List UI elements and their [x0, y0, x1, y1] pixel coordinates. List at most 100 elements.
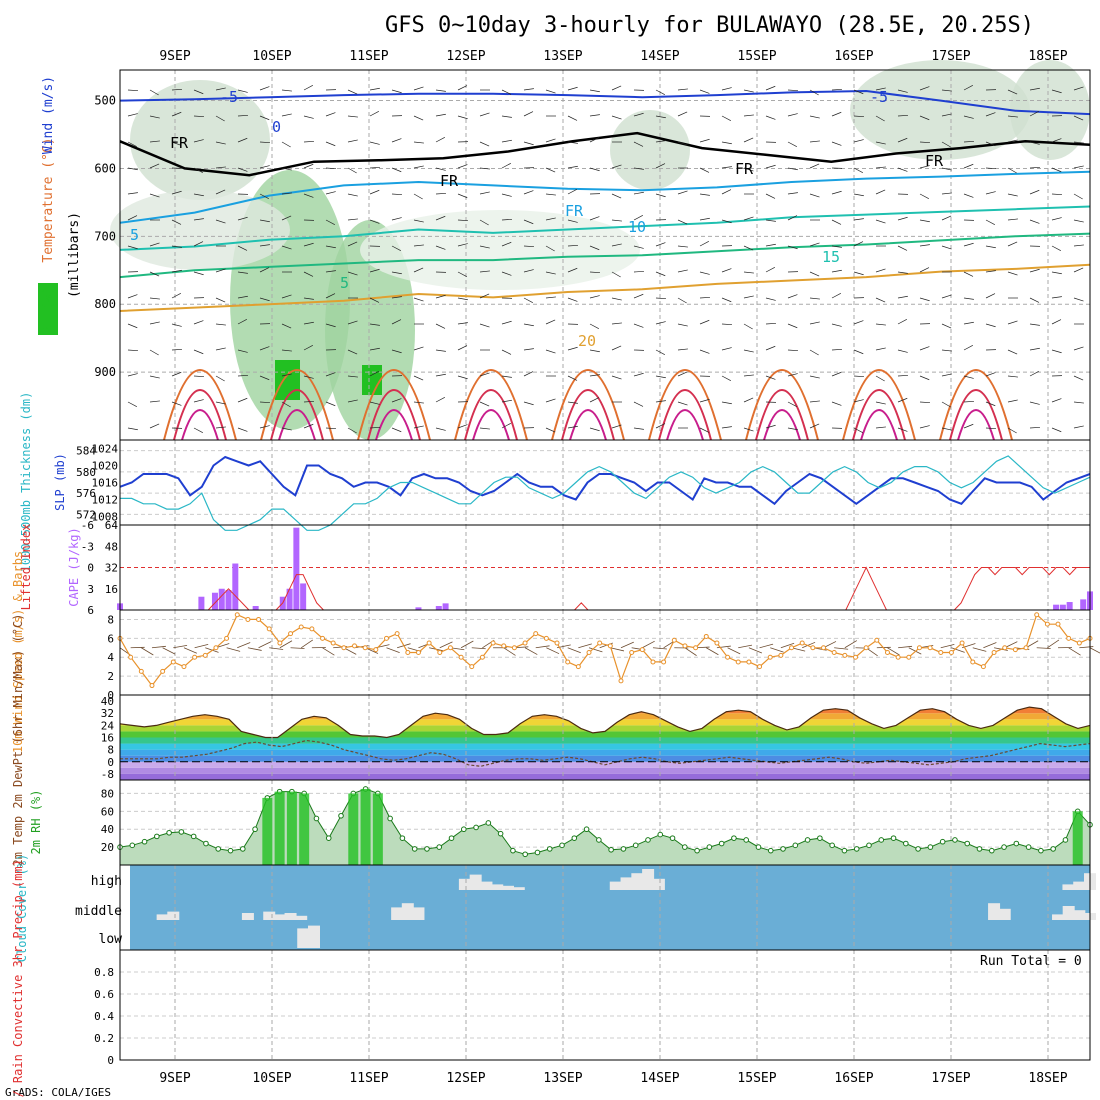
rh-point	[215, 846, 222, 852]
lifted-tick-label: 6	[87, 604, 94, 617]
wind-barb	[171, 401, 182, 406]
cloud-block	[1073, 881, 1086, 890]
wind-speed-point	[1055, 621, 1061, 627]
wind-barb	[457, 375, 468, 380]
warm-isotherm	[569, 409, 607, 441]
precip-tick-label: 0.4	[94, 1010, 114, 1023]
wind-barb	[831, 401, 842, 406]
wind-barb	[237, 114, 249, 117]
cape-axis-label: CAPE (J/kg)	[67, 527, 81, 606]
wind-barb	[853, 241, 864, 247]
wind-barb	[501, 193, 512, 197]
wind-barb	[985, 323, 996, 328]
wind-barb	[677, 348, 688, 351]
wind-speed-point	[554, 640, 560, 646]
wind-barb	[611, 271, 621, 278]
wind-barb	[941, 427, 952, 431]
cloud-block	[308, 925, 320, 948]
wind-barb	[479, 323, 490, 328]
rh-point	[399, 835, 406, 841]
wind-speed-point	[234, 612, 240, 618]
day-label-top: 9SEP	[159, 49, 190, 64]
wind-speed-point	[490, 640, 496, 646]
wind-barb	[413, 115, 424, 121]
rh-point	[313, 815, 320, 822]
wind-barb	[1029, 110, 1039, 117]
wind-barb	[787, 192, 798, 195]
wind-barb	[545, 138, 556, 143]
wind-barb	[831, 245, 842, 248]
wind-speed-point	[970, 659, 976, 665]
cloud-block	[480, 881, 493, 890]
wind-barb	[721, 87, 732, 91]
wind-barb	[127, 401, 137, 408]
wind-barb	[831, 348, 843, 351]
wind-barb	[325, 191, 336, 195]
wind-speed-point	[383, 635, 389, 641]
wind-barb	[281, 113, 292, 117]
wind-barb	[1073, 244, 1084, 247]
wind-barb	[765, 266, 775, 273]
contour-label: 15	[822, 248, 840, 266]
freezing-line	[119, 131, 1091, 177]
day-label-bottom: 15SEP	[737, 1071, 776, 1086]
wind-barb	[941, 215, 952, 221]
wind-barb	[347, 167, 357, 174]
wind-barb	[699, 296, 711, 299]
wind-barb	[1073, 425, 1084, 429]
cloud-block	[988, 903, 1001, 920]
wind-barb	[369, 347, 380, 351]
wind-barb	[853, 218, 864, 221]
wind-barb	[787, 141, 797, 148]
precip-tick-label: 0.8	[94, 966, 114, 979]
wind-barb	[435, 89, 446, 92]
wind-speed-point	[927, 645, 933, 651]
wind-speed-point	[959, 640, 965, 646]
wind-speed-point	[565, 659, 571, 665]
wind-barb	[853, 139, 864, 143]
wind-barb	[831, 371, 842, 377]
wind-barb	[524, 647, 538, 655]
wind-barb	[1029, 166, 1041, 169]
lifted-tick-label: 3	[87, 583, 94, 596]
wind-barb	[545, 193, 556, 196]
wind-barb	[897, 137, 908, 143]
wind-barb	[919, 425, 930, 429]
wind-barb	[259, 401, 271, 404]
wind-barb	[237, 245, 248, 251]
wind-barb	[281, 245, 292, 250]
wind-speed-point	[160, 668, 166, 674]
wind-barb	[1073, 219, 1084, 223]
wind-barb	[303, 297, 314, 300]
wind-barb	[215, 87, 226, 91]
wind-barb	[611, 424, 622, 429]
wind-barb	[479, 167, 490, 170]
wind-barb	[941, 401, 951, 408]
wind-speed-point	[362, 645, 368, 651]
wind-barb	[173, 644, 188, 649]
wind-barb	[567, 219, 578, 223]
rh-legend-swatch	[38, 283, 58, 335]
wind-barb	[684, 647, 697, 656]
rh-point	[129, 842, 136, 849]
wind-barb	[985, 270, 996, 273]
wind-speed-point	[639, 647, 645, 653]
wind-barb	[237, 642, 251, 649]
wind-barb	[897, 349, 908, 353]
wind-speed-point	[586, 650, 592, 655]
wind-barb	[887, 647, 900, 656]
wind-barb	[523, 245, 535, 248]
rh-point	[448, 835, 455, 841]
wind-speed-point	[415, 650, 421, 655]
wind-barb	[523, 219, 534, 225]
wind-barb	[149, 375, 160, 379]
wind-barb	[439, 641, 453, 649]
wind-barb	[743, 271, 754, 274]
wind-barb	[963, 321, 974, 325]
wind-barb	[457, 345, 468, 351]
wind-barb	[281, 215, 292, 221]
lifted-axis-label: Lifted Index	[19, 524, 33, 611]
wind-speed-point	[479, 654, 485, 660]
wind-barb	[369, 426, 381, 429]
